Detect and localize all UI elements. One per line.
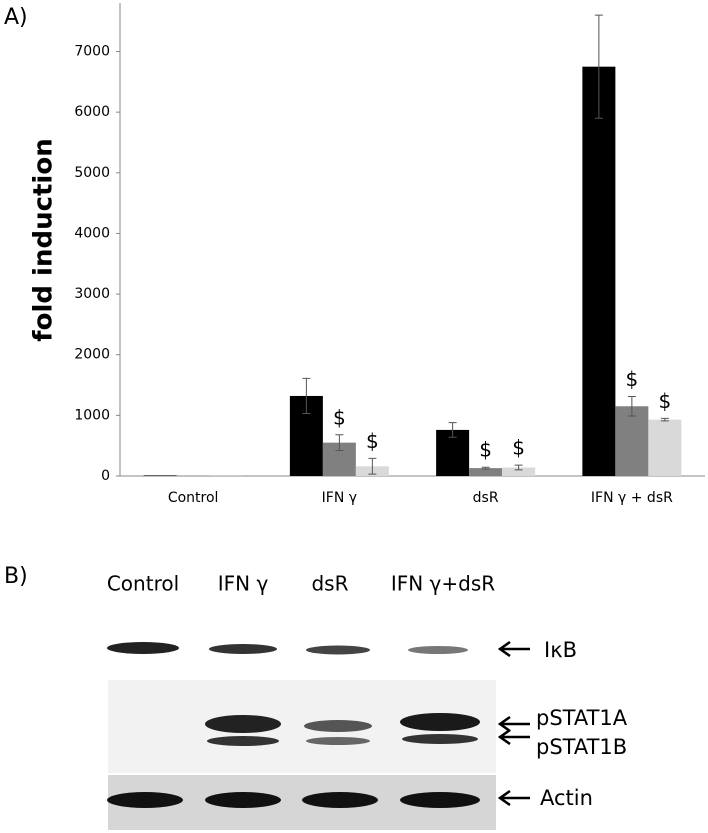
band-label: pSTAT1B — [536, 735, 627, 759]
band — [205, 715, 281, 733]
error-bar — [594, 14, 603, 119]
band — [107, 792, 183, 808]
arrows — [497, 640, 530, 807]
bar — [648, 419, 682, 476]
band — [402, 734, 478, 744]
lane-label: IFN γ+dsR — [391, 572, 495, 596]
x-tick-label: IFN γ + dsR — [591, 490, 673, 506]
band — [400, 713, 480, 731]
x-tick-label: dsR — [473, 490, 499, 506]
band-label: IκB — [544, 638, 577, 662]
lane-label: Control — [107, 572, 179, 596]
annotation: $ — [479, 438, 492, 462]
lane-label: IFN γ — [218, 572, 269, 596]
bar — [615, 406, 649, 476]
bar — [582, 66, 616, 476]
y-tick-label: 1000 — [74, 407, 110, 423]
annotation: $ — [366, 429, 379, 453]
band — [209, 644, 277, 654]
annotation: $ — [626, 367, 639, 391]
blot — [107, 642, 496, 830]
annotation: $ — [659, 389, 672, 413]
band — [205, 792, 281, 808]
bar — [143, 475, 177, 476]
band — [408, 646, 468, 654]
panel-label: B) — [4, 564, 28, 589]
arrow — [497, 789, 530, 807]
y-tick-label: 4000 — [74, 225, 110, 241]
band — [302, 792, 378, 808]
y-tick-label: 0 — [101, 468, 110, 484]
y-tick-label: 6000 — [74, 104, 110, 120]
arrow — [497, 640, 530, 658]
error-bar — [368, 457, 377, 475]
annotation: $ — [512, 436, 525, 460]
arrow — [497, 715, 530, 733]
x-tick-label: IFN γ — [322, 490, 357, 506]
y-tick-label: 7000 — [74, 44, 110, 60]
bar — [502, 467, 536, 476]
band-label: pSTAT1A — [536, 706, 628, 730]
bar — [469, 468, 503, 476]
band — [207, 736, 279, 746]
y-axis-label: fold induction — [29, 138, 59, 341]
band — [304, 720, 372, 732]
lane-label: dsR — [311, 572, 348, 596]
error-bar — [302, 377, 311, 415]
error-bar — [627, 396, 636, 417]
error-bar — [514, 464, 523, 471]
error-bar — [481, 466, 490, 470]
y-tick-label: 3000 — [74, 286, 110, 302]
band — [400, 792, 480, 808]
error-bar — [448, 422, 457, 438]
band — [306, 645, 370, 655]
arrow — [497, 728, 530, 746]
band — [306, 737, 370, 745]
band — [107, 642, 179, 654]
x-tick-label: Control — [168, 490, 219, 506]
y-tick-label: 2000 — [74, 347, 110, 363]
y-tick-label: 5000 — [74, 165, 110, 181]
annotation: $ — [333, 405, 346, 429]
panel-label: A) — [4, 5, 28, 30]
error-bar — [660, 417, 669, 422]
error-bar — [335, 434, 344, 452]
band-label: Actin — [540, 786, 593, 810]
